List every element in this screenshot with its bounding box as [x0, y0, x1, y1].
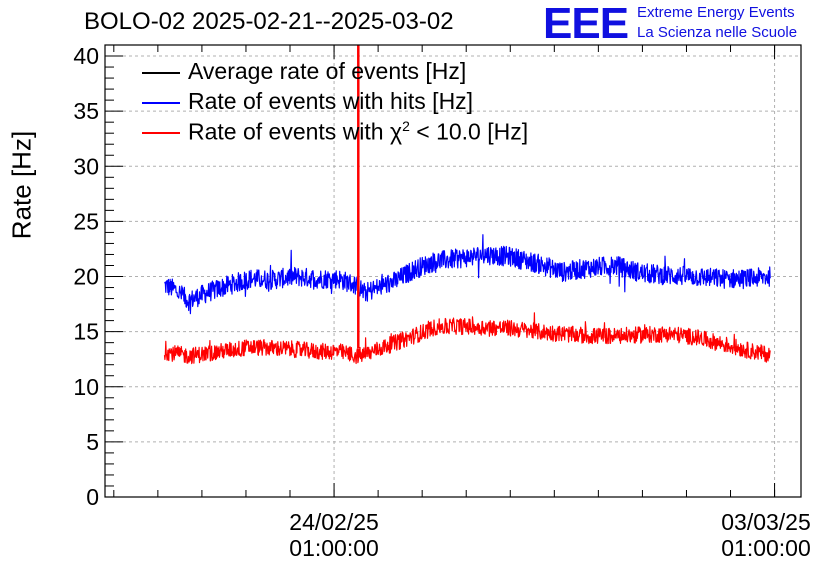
x-tick-date: 24/02/25	[289, 509, 379, 535]
logo-line-2: La Scienza nelle Scuole	[637, 24, 798, 41]
x-tick-label: 24/02/25 01:00:00	[264, 509, 404, 561]
legend-swatch-average	[142, 72, 180, 74]
series-line-hits	[164, 234, 771, 315]
plot-frame	[104, 44, 802, 498]
legend-chi2-suffix: < 10.0 [Hz]	[409, 118, 529, 145]
x-tick-time: 01:00:00	[721, 535, 811, 561]
legend-chi2-prefix: Rate of events with χ	[188, 118, 403, 145]
y-tick-label: 0	[86, 484, 99, 510]
legend-chi2-sup: 2	[402, 118, 410, 134]
y-tick-label: 25	[73, 208, 99, 234]
y-tick-label: 30	[73, 153, 99, 179]
legend-label-hits: Rate of events with hits [Hz]	[188, 88, 474, 114]
chart-title: BOLO-02 2025-02-21--2025-03-02	[84, 8, 454, 35]
y-axis-label: Rate [Hz]	[6, 130, 37, 240]
x-tick-label: 03/03/25 01:00:00	[696, 509, 836, 561]
legend-label-average: Average rate of events [Hz]	[188, 58, 467, 84]
series-layer	[163, 45, 771, 365]
y-tick-label: 35	[73, 98, 99, 124]
logo-line-1: Extreme Energy Events	[637, 4, 795, 21]
y-tick-label: 40	[73, 43, 99, 69]
eee-logo-text: Extreme Energy Events La Scienza nelle S…	[637, 3, 797, 43]
series-line-chi2	[163, 312, 771, 365]
grid	[105, 45, 801, 497]
legend-swatch-chi2	[142, 132, 180, 134]
axes: 0 5 10 15 20 25 30 35 40	[73, 43, 802, 510]
y-tick-label: 5	[86, 429, 99, 455]
x-tick-time: 01:00:00	[289, 535, 379, 561]
y-tick-label: 20	[73, 264, 99, 290]
y-tick-label: 10	[73, 374, 99, 400]
legend-swatch-hits	[142, 102, 180, 104]
legend-label-chi2: Rate of events with χ2 < 10.0 [Hz]	[188, 118, 528, 146]
x-tick-date: 03/03/25	[721, 509, 811, 535]
y-axis-label-wrap: Rate [Hz]	[2, 131, 42, 239]
y-tick-label: 15	[73, 319, 99, 345]
eee-logo: EEE	[543, 0, 629, 48]
